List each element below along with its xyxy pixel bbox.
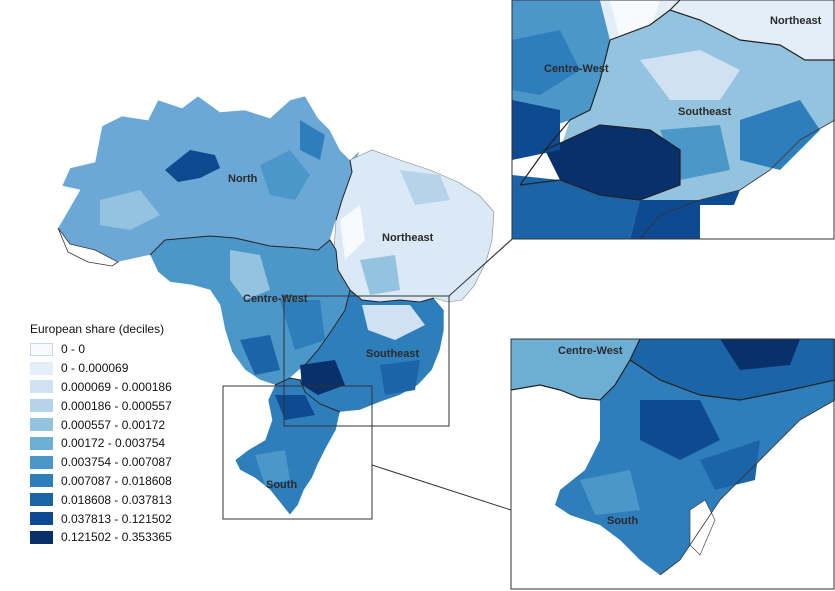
south-patch (255, 450, 290, 485)
legend-rows: 0 - 0 0 - 0.000069 0.000069 - 0.000186 0.00… (30, 340, 230, 547)
inset-centre-west-area (511, 339, 640, 400)
inset-southeast-area (720, 339, 800, 370)
inset-lagoon (689, 499, 716, 556)
inset-coast (659, 399, 835, 576)
northeast-patch (360, 255, 400, 295)
legend-swatch (30, 512, 53, 526)
zoom-box-southeast (283, 295, 450, 427)
north-patch (300, 120, 325, 160)
south-patch (275, 395, 315, 420)
region-north-tip (57, 227, 119, 267)
inset-southeast-area (740, 100, 820, 170)
legend-swatch (30, 380, 53, 394)
connector-line (371, 464, 512, 511)
inset-dark-area (512, 100, 560, 160)
centre-west-patch (280, 300, 325, 350)
legend-item: 0.037813 - 0.121502 (30, 509, 230, 528)
legend-item: 0.018608 - 0.037813 (30, 490, 230, 509)
northeast-patch (340, 205, 365, 260)
inset-south-area (580, 470, 640, 515)
legend-label: 0.121502 - 0.353365 (61, 530, 172, 545)
legend-swatch (30, 455, 53, 469)
inset-south-area (555, 360, 835, 575)
connector-line (448, 239, 513, 297)
legend-swatch (30, 342, 53, 356)
inset-south: Centre-West South (511, 339, 835, 589)
inset-boundaries (519, 0, 835, 201)
legend-label: 0.000557 - 0.00172 (61, 417, 166, 432)
inset-ocean (700, 205, 835, 239)
north-patch (100, 190, 160, 230)
northeast-patch (400, 170, 450, 205)
label-centre-west: Centre-West (243, 293, 308, 305)
legend-swatch (30, 399, 53, 413)
legend-item: 0.007087 - 0.018608 (30, 472, 230, 491)
inset-frame-bottom (510, 338, 835, 590)
southeast-patch (380, 360, 420, 395)
legend-item: 0.000069 - 0.000186 (30, 378, 230, 397)
inset-southeast-area (640, 50, 740, 100)
legend-item: 0 - 0 (30, 340, 230, 359)
inset-south-area (640, 400, 720, 460)
legend-label: 0.037813 - 0.121502 (61, 511, 172, 526)
legend-item: 0 - 0.000069 (30, 359, 230, 378)
legend-label: 0.007087 - 0.018608 (61, 473, 172, 488)
label-south: South (266, 479, 297, 491)
inset-label-northeast: Northeast (770, 15, 822, 27)
legend-item: 0.000186 - 0.000557 (30, 396, 230, 415)
legend-swatch (30, 530, 53, 544)
region-boundaries (149, 159, 435, 413)
inset-boundaries (511, 339, 835, 401)
legend-label: 0.00172 - 0.003754 (61, 436, 166, 451)
inset-south-area (700, 440, 760, 490)
inset-dark-area (545, 125, 680, 200)
legend-item: 0.121502 - 0.353365 (30, 528, 230, 547)
legend-swatch (30, 418, 53, 432)
legend-item: 0.000557 - 0.00172 (30, 415, 230, 434)
legend-swatch (30, 493, 53, 507)
legend-label: 0 - 0 (61, 342, 86, 357)
north-patch (260, 150, 310, 200)
zoom-box-south (222, 385, 373, 520)
legend-title: European share (deciles) (30, 322, 165, 336)
legend-label: 0.000186 - 0.000557 (61, 398, 172, 413)
legend-swatch (30, 436, 53, 450)
inset-northeast-area (600, 0, 835, 60)
label-northeast: Northeast (382, 232, 434, 244)
southeast-patch (362, 305, 425, 340)
legend-label: 0.000069 - 0.000186 (61, 379, 172, 394)
inset-label-southeast: Southeast (678, 106, 732, 118)
inset-centre-west-area (512, 30, 580, 95)
legend-swatch (30, 361, 53, 375)
legend: European share (deciles) 0 - 0 0 - 0.0000… (30, 322, 230, 547)
legend-item: 0.003754 - 0.007087 (30, 453, 230, 472)
label-north: North (228, 173, 258, 185)
inset-southeast: Northeast Centre-West Southeast (512, 0, 835, 239)
legend-label: 0.003754 - 0.007087 (61, 455, 172, 470)
label-southeast: Southeast (366, 348, 420, 360)
inset-dark-area (512, 175, 640, 239)
centre-west-patch (230, 250, 270, 300)
inset-label-south: South (607, 515, 638, 527)
legend-label: 0 - 0.000069 (61, 361, 129, 376)
legend-swatch (30, 474, 53, 488)
legend-label: 0.018608 - 0.037813 (61, 492, 172, 507)
legend-item: 0.00172 - 0.003754 (30, 434, 230, 453)
brazil-map: North Northeast Centre-West Southeast So… (57, 95, 495, 520)
inset-label-centre-west: Centre-West (544, 63, 609, 75)
inset-frame-top (511, 0, 835, 240)
centre-west-patch (240, 335, 280, 375)
north-patch (165, 150, 220, 182)
inset-coast (639, 119, 835, 239)
inset-label-centre-west: Centre-West (558, 345, 623, 357)
